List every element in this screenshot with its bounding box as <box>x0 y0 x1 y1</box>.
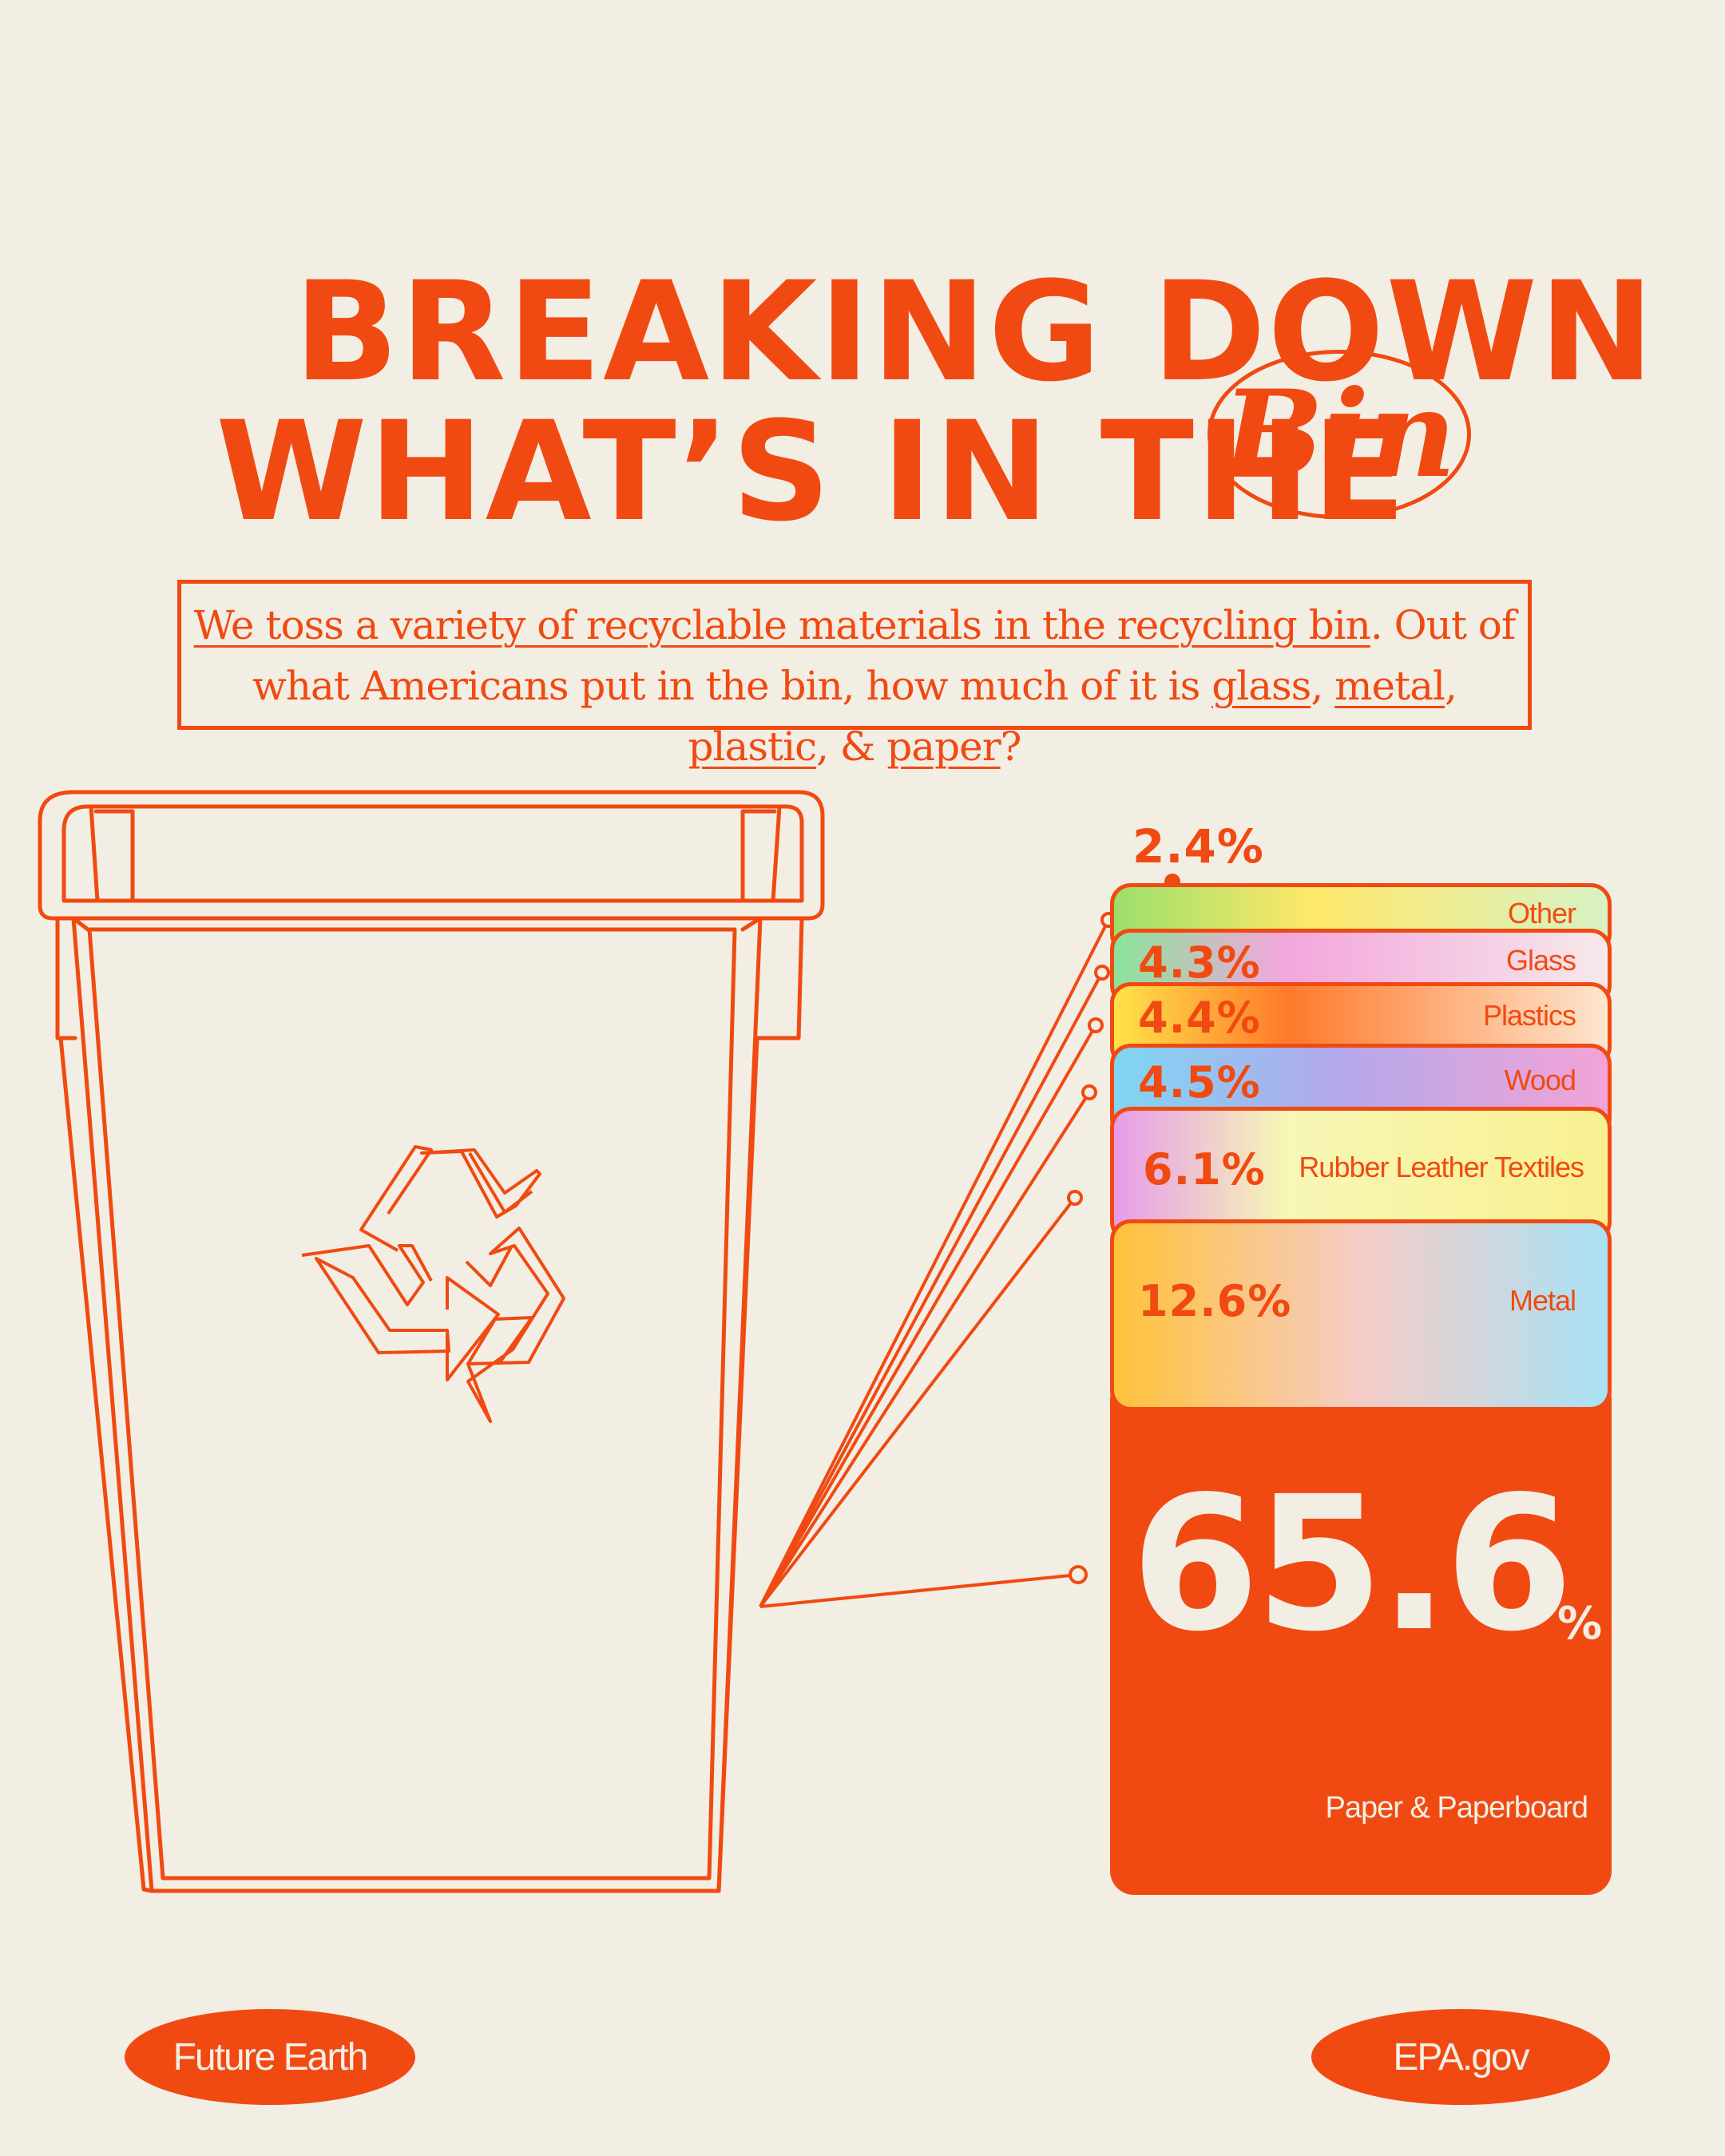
source-epa[interactable]: EPA.gov <box>1311 2009 1610 2105</box>
category-label: Rubber Leather Textiles <box>1299 1151 1584 1183</box>
trash-bin-outline <box>38 790 825 1893</box>
connector-lines <box>759 874 1180 1608</box>
intro-part-1: We toss a variety of recyclable material… <box>193 602 1371 648</box>
category-label: Glass <box>1505 944 1576 977</box>
bar-metal: Metal 12.6% <box>1110 1219 1612 1411</box>
value-label: 12.6% <box>1138 1276 1292 1326</box>
category-label: Wood <box>1504 1064 1576 1096</box>
intro-metal: metal <box>1334 663 1445 709</box>
intro-part-2: . Out of what Americans put in the bin, … <box>252 602 1516 709</box>
recycle-icon <box>301 1145 565 1423</box>
value-label-other: 2.4% <box>1132 819 1264 874</box>
category-label: Other <box>1507 897 1576 929</box>
intro-end: ? <box>1000 723 1022 770</box>
value-label: 4.4% <box>1138 993 1261 1043</box>
intro-plastic: plastic <box>688 723 818 770</box>
category-label: Plastics <box>1482 999 1576 1032</box>
intro-sep-1: , <box>1311 663 1335 709</box>
intro-box: We toss a variety of recyclable material… <box>177 580 1532 770</box>
value-label: 4.5% <box>1138 1057 1261 1108</box>
intro-glass: glass <box>1211 663 1311 709</box>
value-label: 4.3% <box>1138 937 1261 988</box>
intro-sep-2: , <box>1445 663 1457 709</box>
paper-category-label: Paper & Paperboard <box>1325 1791 1588 1825</box>
paper-value-label: 65.6 <box>1131 1456 1573 1672</box>
value-label: 6.1% <box>1143 1144 1266 1195</box>
source-future-earth[interactable]: Future Earth <box>125 2009 415 2105</box>
category-label: Metal <box>1509 1284 1576 1317</box>
intro-amp: , & <box>816 723 887 770</box>
paper-percent-sign: % <box>1557 1598 1603 1650</box>
intro-paper: paper <box>886 723 1001 770</box>
title-bin-emphasis: Bin <box>1208 350 1471 519</box>
paper-card: 65.6 % Paper & Paperboard <box>1110 1376 1612 1895</box>
